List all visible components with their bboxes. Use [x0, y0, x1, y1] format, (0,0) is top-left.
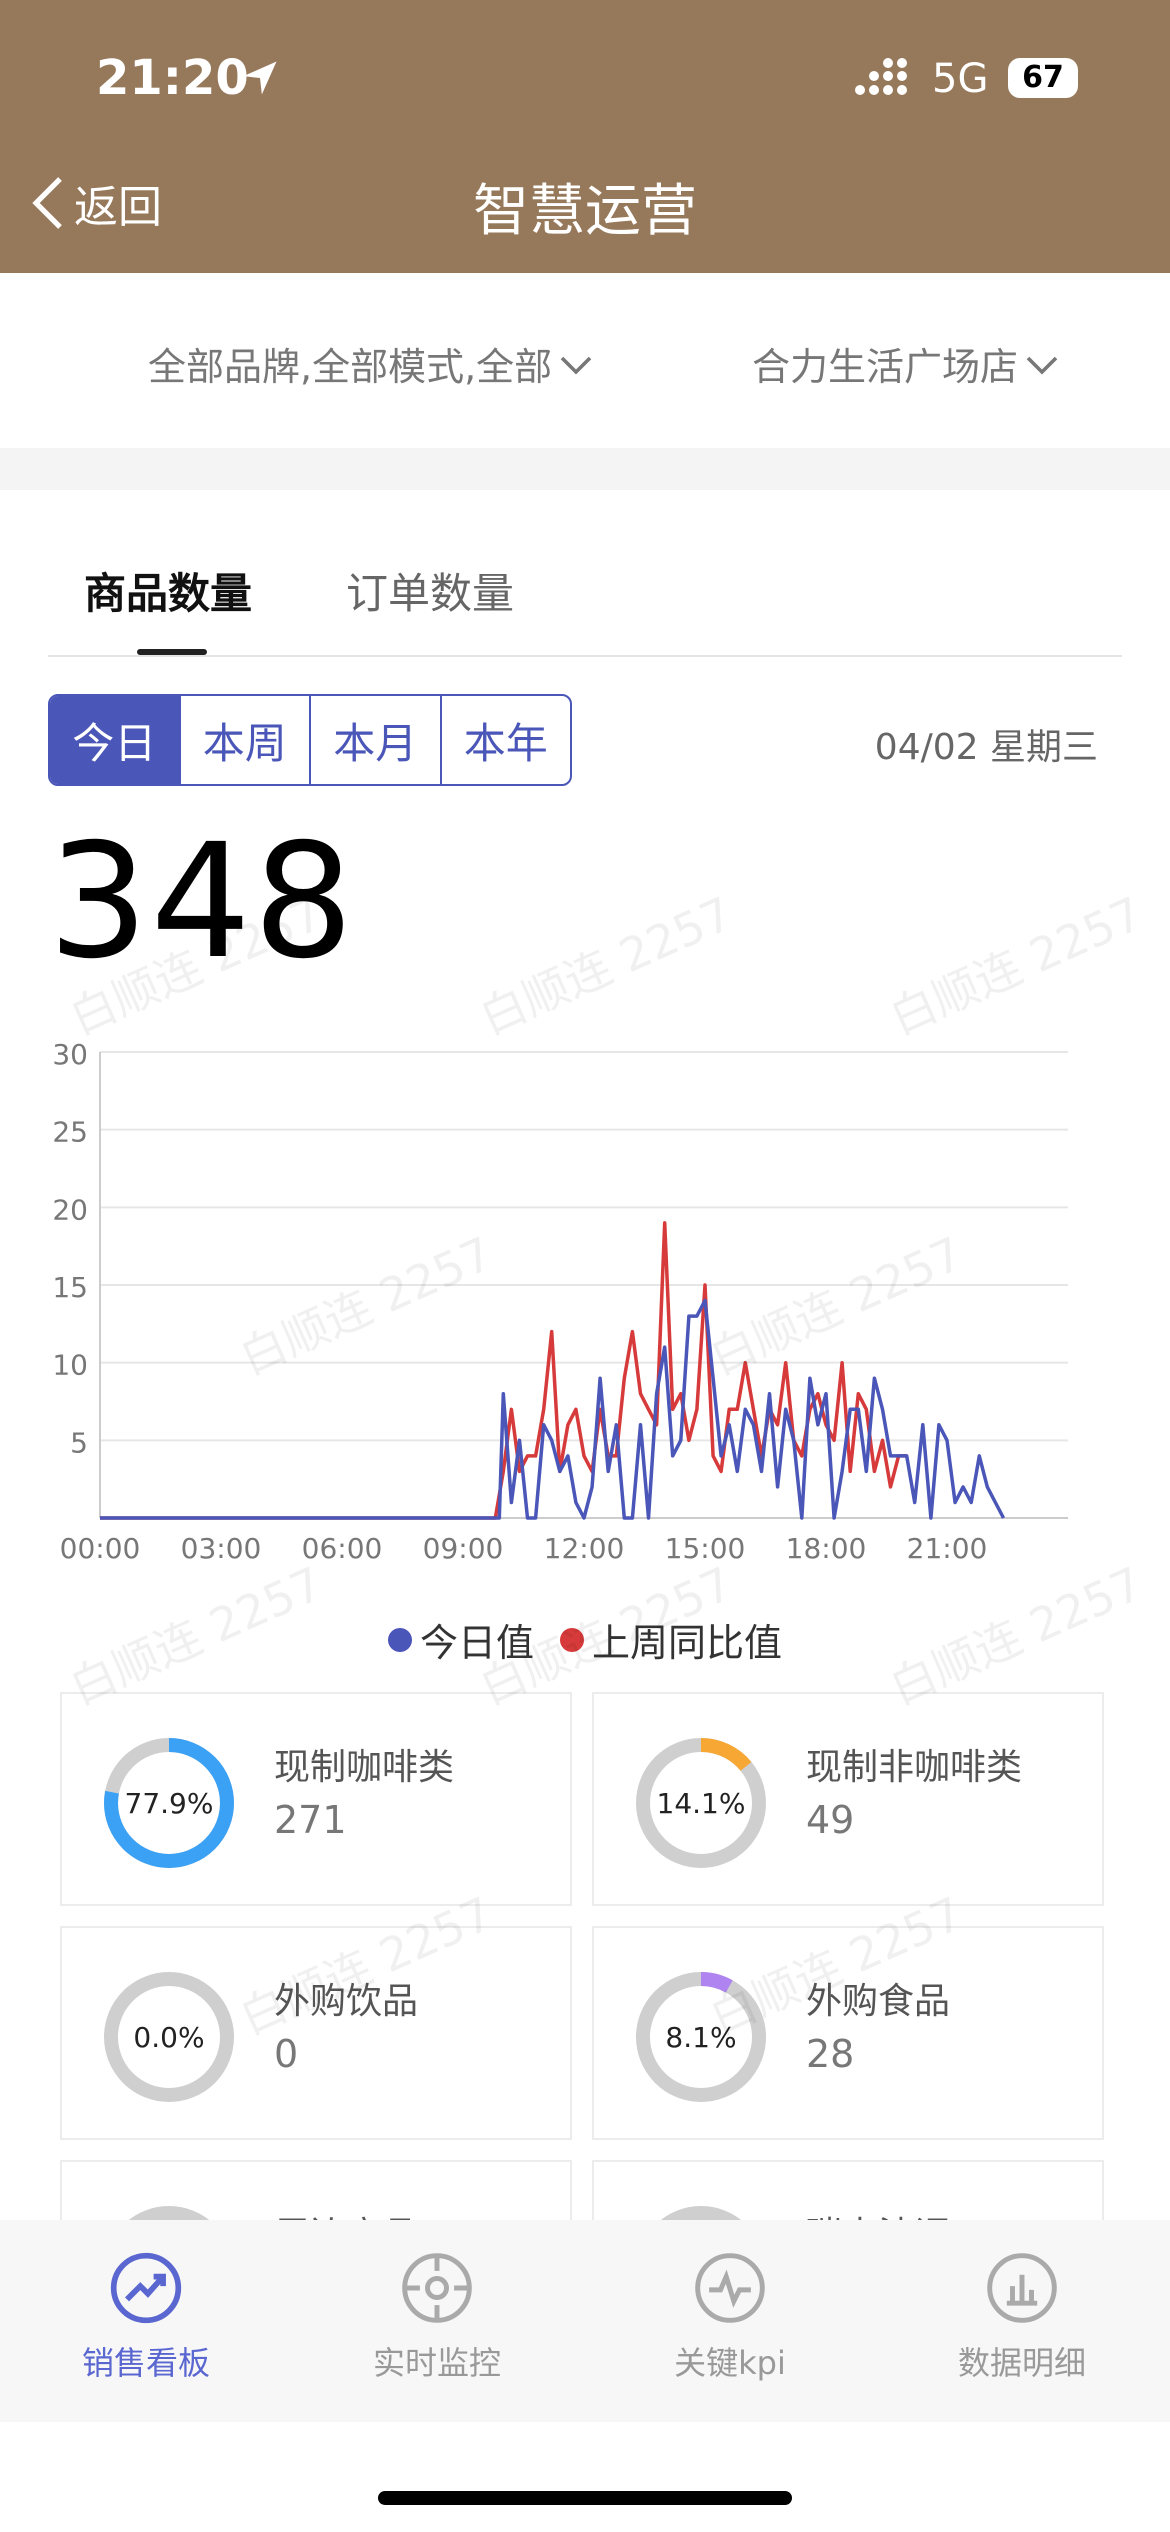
series-line-last-week: [100, 1221, 907, 1520]
category-card[interactable]: 14.1% 现制非咖啡类 49: [592, 1692, 1104, 1906]
total-count: 348: [48, 810, 356, 994]
donut-ring: [104, 1972, 234, 2102]
legend-dot: [560, 1627, 584, 1652]
signal-icon: [855, 58, 907, 95]
category-value: 49: [806, 1798, 855, 1842]
legend-last-week-label: 上周同比值: [592, 1621, 783, 1665]
watermark: 白顺连 2257: [471, 886, 741, 1046]
category-percent: 8.1%: [665, 2020, 737, 2054]
legend-dot: [387, 1627, 412, 1652]
x-tick-label: 03:00: [181, 1532, 262, 1565]
y-tick-label: 20: [52, 1193, 88, 1226]
period-year[interactable]: 本年: [439, 696, 571, 784]
category-name: 外购饮品: [274, 1981, 419, 2022]
period-week[interactable]: 本周: [178, 696, 310, 784]
y-tick-label: 15: [52, 1271, 88, 1304]
category-name: 现制咖啡类: [274, 1747, 455, 1788]
chart-legend: 今日值 上周同比值: [0, 1612, 1170, 1667]
category-card[interactable]: 0.0% 外购饮品 0: [60, 1926, 572, 2140]
donut-ring: [104, 1738, 234, 1868]
x-tick-label: 18:00: [786, 1532, 867, 1565]
y-tick-label: 10: [52, 1349, 88, 1382]
store-filter-label: 合力生活广场店: [752, 345, 1019, 389]
tab-realtime-monitor[interactable]: 实时监控: [347, 2250, 527, 2384]
tab-label: 实时监控: [372, 2344, 501, 2382]
network-type: 5G: [932, 56, 989, 102]
period-selector: 今日 本周 本月 本年: [48, 694, 572, 786]
tab-label: 数据明细: [957, 2344, 1086, 2382]
target-icon: [402, 2253, 472, 2323]
y-tick-label: 30: [52, 1038, 88, 1071]
section-divider: [0, 448, 1170, 490]
x-tick-label: 21:00: [907, 1532, 988, 1565]
pulse-icon: [695, 2253, 765, 2323]
category-name: 外购食品: [806, 1981, 951, 2022]
store-filter[interactable]: 合力生活广场店: [752, 336, 1060, 391]
tab-item-count[interactable]: 商品数量: [84, 569, 253, 618]
category-percent: 0.0%: [133, 2020, 205, 2054]
back-button[interactable]: 返回: [30, 168, 162, 238]
legend-last-week[interactable]: 上周同比值: [560, 1612, 782, 1667]
legend-today[interactable]: 今日值: [387, 1612, 534, 1667]
chevron-left-icon: [32, 177, 62, 229]
category-percent: 14.1%: [656, 1786, 746, 1820]
x-tick-label: 00:00: [60, 1532, 141, 1565]
x-tick-label: 06:00: [302, 1532, 383, 1565]
series-line-today: [100, 1298, 1006, 1520]
tab-order-count[interactable]: 订单数量: [346, 569, 515, 618]
y-tick-label: 25: [52, 1116, 88, 1149]
location-arrow-icon: [243, 61, 277, 95]
status-time: 21:20: [96, 50, 249, 106]
category-card[interactable]: 77.9% 现制咖啡类 271: [60, 1692, 572, 1906]
current-date: 04/02 星期三: [874, 727, 1098, 768]
sales-line-chart: 30 25 20 15 10 5 00:00 03:00 06:00 09:00 12:00 15:0…: [52, 1038, 1068, 1565]
tab-label: 销售看板: [81, 2344, 210, 2382]
back-label: 返回: [74, 182, 162, 233]
brand-filter-label: 全部品牌,全部模式,全部: [148, 345, 553, 389]
period-month[interactable]: 本月: [309, 696, 440, 784]
brand-filter[interactable]: 全部品牌,全部模式,全部: [148, 336, 594, 391]
legend-today-label: 今日值: [419, 1621, 534, 1665]
category-value: 0: [274, 2032, 299, 2076]
category-percent: 77.9%: [124, 1786, 214, 1820]
category-value: 271: [274, 1798, 347, 1842]
bar-chart-icon: [987, 2253, 1057, 2323]
tab-label: 关键kpi: [674, 2344, 786, 2382]
x-tick-label: 09:00: [423, 1532, 504, 1565]
battery-icon: 67: [1008, 58, 1078, 98]
tab-divider: [48, 655, 1122, 657]
y-tick-label: 5: [70, 1426, 88, 1459]
app-header: 21:20 5G 67 返回 智慧运营: [0, 0, 1170, 273]
chevron-down-icon: [560, 356, 592, 375]
period-today[interactable]: 今日: [50, 696, 179, 784]
x-tick-label: 12:00: [544, 1532, 625, 1565]
page-title: 智慧运营: [473, 179, 697, 244]
bottom-tabbar: 销售看板 实时监控 关键kpi 数据明细: [0, 2220, 1170, 2422]
trend-chart-icon: [110, 2252, 182, 2324]
donut-ring: [636, 1972, 766, 2102]
category-card[interactable]: 8.1% 外购食品 28: [592, 1926, 1104, 2140]
category-value: 28: [806, 2032, 855, 2076]
watermark: 白顺连 2257: [881, 886, 1151, 1046]
x-tick-label: 15:00: [665, 1532, 746, 1565]
active-tab-indicator: [137, 649, 207, 655]
chevron-down-icon: [1026, 356, 1058, 375]
tab-data-detail[interactable]: 数据明细: [932, 2250, 1112, 2384]
donut-ring: [636, 1738, 766, 1868]
home-indicator: [378, 2491, 792, 2505]
category-name: 现制非咖啡类: [806, 1747, 1023, 1788]
tab-key-kpi[interactable]: 关键kpi: [640, 2250, 820, 2384]
tab-sales-board[interactable]: 销售看板: [56, 2250, 236, 2384]
